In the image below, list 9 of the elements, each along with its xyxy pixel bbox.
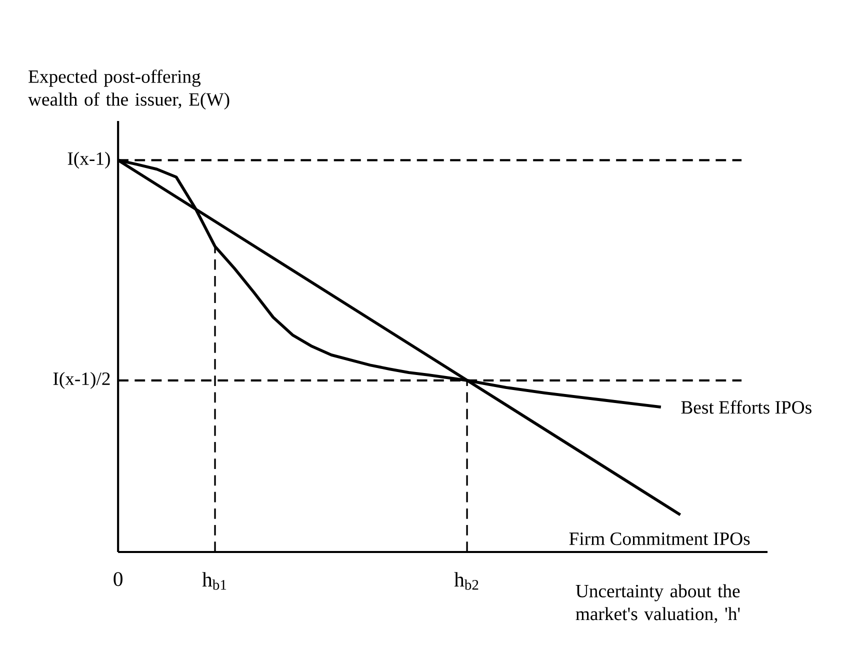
x-tick-label: 0 xyxy=(114,572,122,586)
ref-line-label: I(x-1)/2 xyxy=(53,372,110,389)
x-tick-label: h$_{b2}$ xyxy=(454,572,478,590)
series-label: Firm Commitment IPOs xyxy=(569,532,750,545)
y-axis-title: Expected post-offering wealth of the issuer, E(W) xyxy=(28,69,230,110)
x-tick-label: h$_{b1}$ xyxy=(202,572,226,590)
ref-line-label: I(x-1) xyxy=(68,152,110,169)
x-axis-title: Uncertainty about the market's valuation, 'h' xyxy=(576,584,740,623)
series-label: Best Efforts IPOs xyxy=(681,400,812,414)
